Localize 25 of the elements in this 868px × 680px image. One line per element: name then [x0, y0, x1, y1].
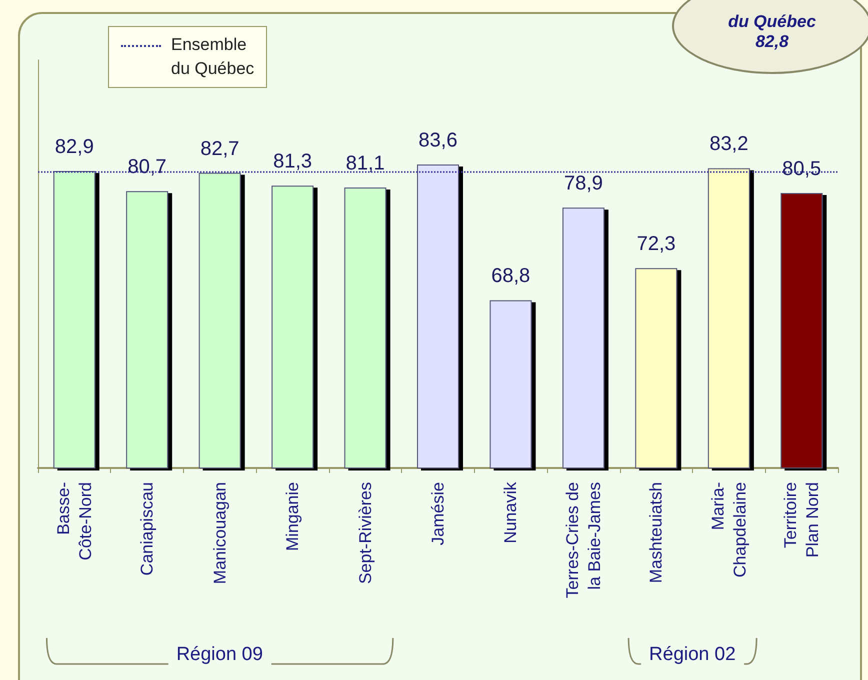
- data-label: 82,7: [200, 138, 240, 160]
- text: Région 02: [649, 644, 736, 666]
- x-tick-label: Nunavik: [501, 482, 520, 544]
- data-label: 83,6: [418, 130, 458, 152]
- data-label: 81,3: [273, 150, 312, 173]
- data-label: 78,9: [564, 172, 603, 195]
- x-tick-label: Terres-Cries de la Baie-James: [562, 482, 604, 598]
- x-tick-label: Manicouagan: [210, 482, 230, 584]
- data-label: 82,9: [54, 136, 94, 158]
- x-tick-label: Mashteuiatsh: [646, 482, 666, 584]
- legend-label: Ensemble du Québec: [170, 35, 254, 80]
- x-tick-label: Maria-Chapdelaine: [708, 482, 750, 578]
- x-tick-label: Basse-Côte-Nord: [54, 482, 95, 560]
- data-label: 80,7: [128, 156, 167, 178]
- text: Région 09: [176, 644, 263, 666]
- x-tick-label: Minganie: [283, 482, 302, 551]
- x-tick-label: Caniapiscau: [138, 482, 157, 576]
- data-label: 81,1: [346, 152, 385, 174]
- x-tick-label: Territoire Plan Nord: [781, 482, 822, 558]
- data-label: 83,2: [709, 133, 748, 156]
- data-label: 68,8: [491, 265, 530, 288]
- data-label: 80,5: [782, 158, 822, 180]
- data-label: 72,3: [636, 233, 676, 256]
- x-tick-label: Jamésie: [428, 482, 448, 546]
- x-tick-label: Sept-Rivières: [356, 482, 375, 584]
